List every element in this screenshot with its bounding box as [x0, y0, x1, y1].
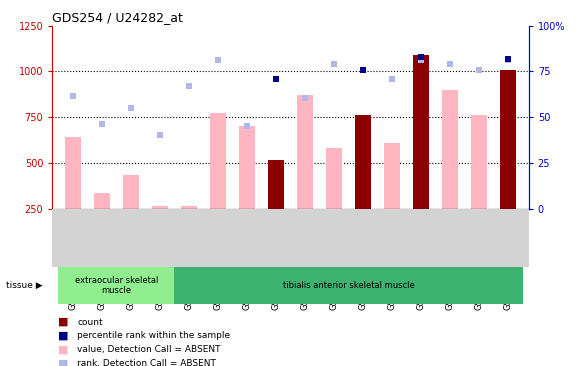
Bar [413, 60, 429, 209]
Bar [268, 160, 284, 209]
Text: extraocular skeletal
muscle: extraocular skeletal muscle [74, 276, 158, 295]
Text: tissue ▶: tissue ▶ [6, 281, 42, 290]
Bar [64, 137, 81, 209]
Bar [326, 148, 342, 209]
Text: ■: ■ [58, 317, 69, 327]
Bar [384, 143, 400, 209]
Bar [471, 115, 487, 209]
Bar [181, 206, 197, 209]
Bar [500, 70, 517, 209]
Bar [355, 115, 371, 209]
Bar [152, 206, 168, 209]
Text: tibialis anterior skeletal muscle: tibialis anterior skeletal muscle [283, 281, 414, 290]
Bar [123, 175, 139, 209]
Text: value, Detection Call = ABSENT: value, Detection Call = ABSENT [77, 346, 221, 354]
Text: count: count [77, 318, 103, 326]
Text: rank, Detection Call = ABSENT: rank, Detection Call = ABSENT [77, 359, 216, 366]
Bar [58, 267, 174, 304]
Bar [174, 267, 523, 304]
Bar [413, 55, 429, 209]
Text: ■: ■ [58, 359, 69, 366]
Text: ■: ■ [58, 331, 69, 341]
Text: percentile rank within the sample: percentile rank within the sample [77, 332, 231, 340]
Text: ■: ■ [58, 345, 69, 355]
Bar [239, 126, 255, 209]
Bar [297, 95, 313, 209]
Bar [500, 70, 517, 209]
Bar [94, 193, 110, 209]
Bar [268, 160, 284, 209]
Text: GDS254 / U24282_at: GDS254 / U24282_at [52, 11, 183, 25]
Bar [355, 115, 371, 209]
Bar [442, 90, 458, 209]
Bar [210, 113, 226, 209]
